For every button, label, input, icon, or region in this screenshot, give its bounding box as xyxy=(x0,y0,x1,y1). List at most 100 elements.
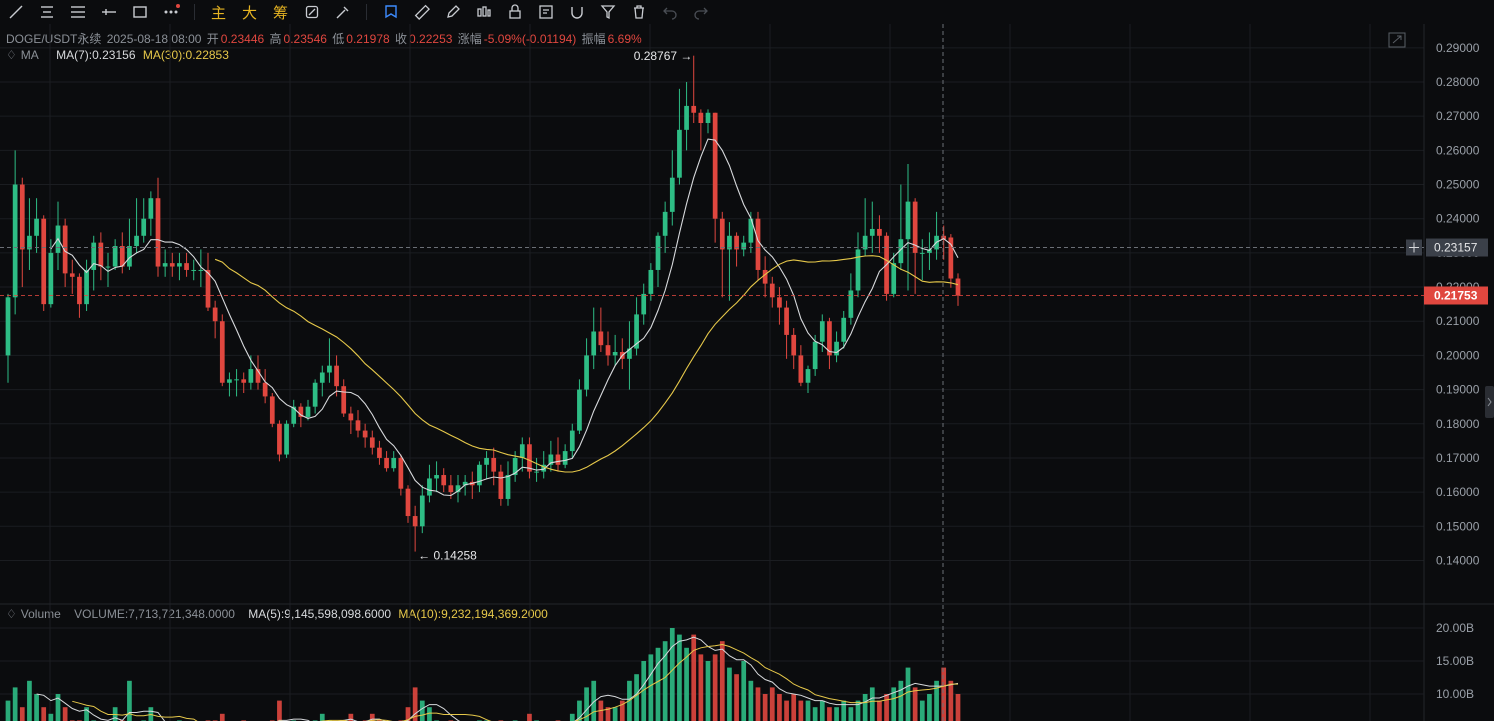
close-label: 收 xyxy=(395,32,408,46)
ma7-value: MA(7):0.23156 xyxy=(56,48,136,62)
chip-button[interactable]: 筹 xyxy=(272,3,288,22)
volume-ma10-value: MA(10):9,232,194,369.2000 xyxy=(398,607,548,621)
big-order-button[interactable]: 大 xyxy=(241,3,257,22)
candle-body xyxy=(405,488,411,517)
volume-bar xyxy=(769,687,775,721)
candle-body xyxy=(927,249,932,253)
trend-line-icon[interactable] xyxy=(0,1,31,23)
parallel-lines-icon[interactable] xyxy=(62,1,93,23)
ruler-icon[interactable] xyxy=(406,1,437,23)
open-label: 开 xyxy=(206,32,219,46)
candle-body xyxy=(334,365,339,387)
price-tick-label: 0.27000 xyxy=(1436,109,1480,123)
candle-body xyxy=(98,242,104,267)
volume-ma-line-10 xyxy=(72,643,958,721)
rectangle-icon[interactable] xyxy=(124,1,155,23)
volume-bar xyxy=(948,680,954,721)
more-dots-icon[interactable] xyxy=(155,1,186,23)
magnet-icon[interactable] xyxy=(296,1,327,23)
cross-line-icon[interactable] xyxy=(93,1,124,23)
volume-bar xyxy=(684,647,689,721)
volume-bar xyxy=(584,687,589,721)
candle-body xyxy=(191,269,197,271)
candle-body xyxy=(162,263,168,267)
pencil-icon[interactable] xyxy=(437,1,468,23)
candle-body xyxy=(255,369,261,383)
low-label: 低 xyxy=(332,32,345,46)
candle-body xyxy=(505,475,511,499)
candle-body xyxy=(234,379,239,381)
candle-body xyxy=(448,485,454,493)
cursor-icon[interactable] xyxy=(375,1,406,23)
candle-body xyxy=(512,457,518,476)
filter-icon[interactable] xyxy=(592,1,623,23)
candle-body xyxy=(398,457,404,489)
min-price-label: ← 0.14258 xyxy=(418,549,477,563)
volume-bar xyxy=(734,674,739,721)
undo-icon[interactable] xyxy=(654,1,685,23)
ma-title[interactable]: MA xyxy=(20,48,39,62)
candle-body xyxy=(91,242,97,270)
candle-body xyxy=(919,252,925,254)
candle-body xyxy=(155,198,161,267)
volume-bar xyxy=(862,694,868,721)
candle-body xyxy=(41,218,47,305)
price-tick-label: 0.17000 xyxy=(1436,451,1480,465)
trash-icon[interactable] xyxy=(623,1,654,23)
candle-body xyxy=(705,112,711,124)
candle-body xyxy=(391,457,397,469)
candle-body xyxy=(484,457,489,465)
lock-icon[interactable] xyxy=(499,1,530,23)
plus-icon xyxy=(1409,242,1419,253)
candle-body xyxy=(184,263,189,270)
note-icon[interactable] xyxy=(530,1,561,23)
candle-body xyxy=(212,307,218,322)
candle-body xyxy=(112,246,118,267)
volume-bar xyxy=(919,700,925,721)
price-tick-label: 0.15000 xyxy=(1436,519,1480,533)
volume-bar xyxy=(891,687,897,721)
horizontal-lines-icon[interactable] xyxy=(31,1,62,23)
candlestick-chart[interactable]: 0.29000 0.28000 0.27000 0.26000 0.25000 0.240… xyxy=(0,24,1494,721)
price-tick-label: 0.20000 xyxy=(1436,348,1480,362)
candle-body xyxy=(34,218,39,236)
candle-body xyxy=(19,184,25,250)
candle-body xyxy=(812,341,818,370)
candle-body xyxy=(905,201,911,240)
volume-bar xyxy=(655,647,661,721)
candle-body xyxy=(584,355,589,390)
brush-icon[interactable] xyxy=(327,1,358,23)
bell-icon[interactable]: ♢ xyxy=(6,48,17,62)
candle-body xyxy=(955,278,961,296)
candle-body xyxy=(455,485,461,493)
candle-body xyxy=(248,369,254,383)
volume-bar xyxy=(677,634,682,721)
candle-body xyxy=(62,225,68,274)
candle-body xyxy=(598,331,604,346)
candle-body xyxy=(634,314,639,349)
candle-body xyxy=(898,239,904,264)
candle-body xyxy=(177,263,182,267)
candle-body xyxy=(834,341,839,356)
volume-toggle-icon[interactable]: ♢ xyxy=(6,607,17,621)
candle-body xyxy=(591,331,597,356)
expand-arrow xyxy=(1392,35,1402,44)
price-tick-label: 0.19000 xyxy=(1436,383,1480,397)
max-price-label: 0.28767 → xyxy=(634,49,693,63)
main-indicator-button[interactable]: 主 xyxy=(210,3,226,22)
candle-body xyxy=(427,478,432,496)
candle-body xyxy=(819,321,825,342)
candles-icon[interactable] xyxy=(468,1,499,23)
volume-ma-line-5 xyxy=(36,636,959,721)
candle-body xyxy=(541,464,547,472)
redo-icon[interactable] xyxy=(685,1,716,23)
candle-body xyxy=(84,269,89,305)
volume-bar xyxy=(5,700,11,721)
candle-body xyxy=(198,269,204,271)
candle-body xyxy=(712,112,718,219)
volume-bar xyxy=(784,700,789,721)
volume-title[interactable]: Volume xyxy=(20,607,61,621)
magnet2-icon[interactable] xyxy=(561,1,592,23)
candle-body xyxy=(441,475,447,486)
